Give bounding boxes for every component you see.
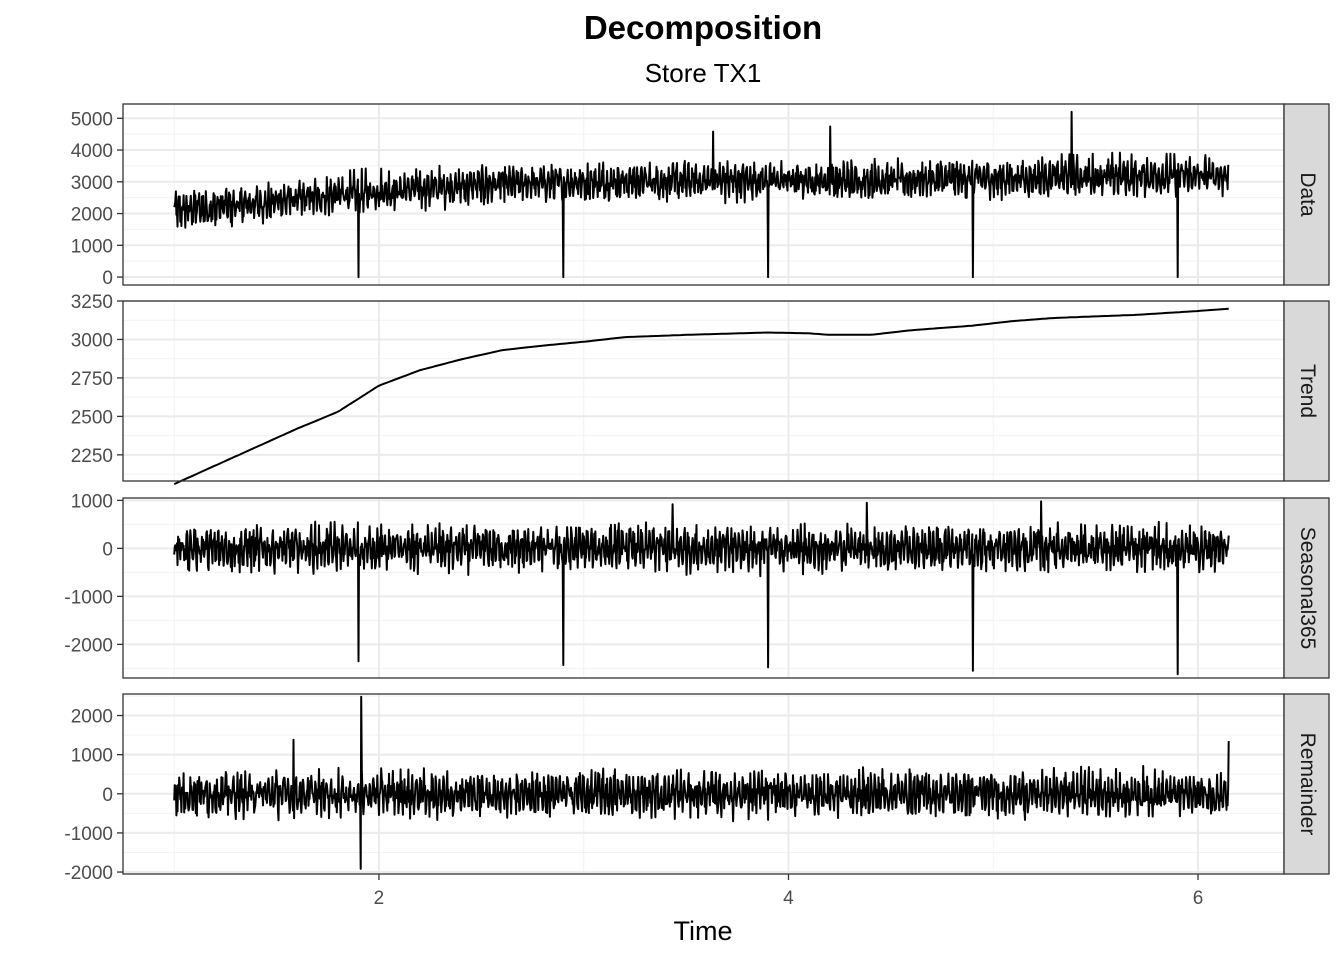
panel-background	[123, 498, 1284, 678]
y-tick-label: 5000	[71, 109, 113, 130]
panel-seasonal365: -2000 -1000 0 1000 Seasonal365	[64, 491, 1330, 679]
x-tick-label: 2	[374, 888, 385, 909]
y-tick-label: 2500	[71, 407, 113, 428]
y-tick-label: 1000	[71, 746, 113, 767]
chart-title: Decomposition	[584, 9, 822, 46]
y-tick-label: -1000	[64, 587, 113, 608]
facet-strip-label: Trend	[1296, 364, 1319, 418]
panel-remainder: -2000 -1000 0 1000 2000 Remainder	[64, 693, 1330, 884]
series-line-trend	[173, 307, 1229, 486]
series-line-seasonal365	[173, 500, 1230, 676]
y-tick-label: 0	[102, 785, 113, 806]
y-tick-label: -1000	[64, 824, 113, 845]
y-tick-label: 0	[102, 539, 113, 560]
facet-strip-label: Remainder	[1296, 733, 1319, 836]
y-tick-label: 2000	[71, 205, 113, 226]
series-line-remainder	[173, 695, 1230, 870]
facet-strip	[1283, 103, 1330, 286]
y-tick-label: -2000	[64, 863, 113, 884]
y-tick-label: 2250	[71, 446, 113, 467]
facet-strip	[1283, 693, 1330, 875]
y-tick-label: 0	[102, 268, 113, 289]
panel-trend: 2250 2500 2750 3000 3250 Trend	[71, 292, 1330, 486]
facet-strip-label: Seasonal365	[1296, 527, 1319, 650]
y-tick-label: 2750	[71, 369, 113, 390]
facet-strip	[1283, 300, 1330, 482]
panel-data: 0 1000 2000 3000 4000 5000 Data	[71, 103, 1330, 289]
series-line-data	[173, 110, 1230, 279]
y-tick-label: 1000	[71, 236, 113, 257]
chart-subtitle: Store TX1	[645, 58, 762, 88]
facet-strip-label: Data	[1296, 172, 1319, 217]
facet-strip	[1283, 497, 1330, 679]
y-tick-label: 3250	[71, 292, 113, 313]
y-tick-label: -2000	[64, 635, 113, 656]
x-tick-label: 4	[783, 888, 794, 909]
x-axis: 2 4 6	[374, 874, 1204, 909]
panel-background	[123, 301, 1284, 481]
y-tick-label: 1000	[71, 491, 113, 512]
y-tick-label: 3000	[71, 330, 113, 351]
x-tick-label: 6	[1193, 888, 1204, 909]
y-tick-label: 4000	[71, 141, 113, 162]
y-tick-label: 3000	[71, 173, 113, 194]
x-axis-title: Time	[674, 916, 733, 946]
panels-layer: 0 1000 2000 3000 4000 5000 Data 2250 2500 2750 300…	[64, 103, 1330, 884]
y-tick-label: 2000	[71, 707, 113, 728]
